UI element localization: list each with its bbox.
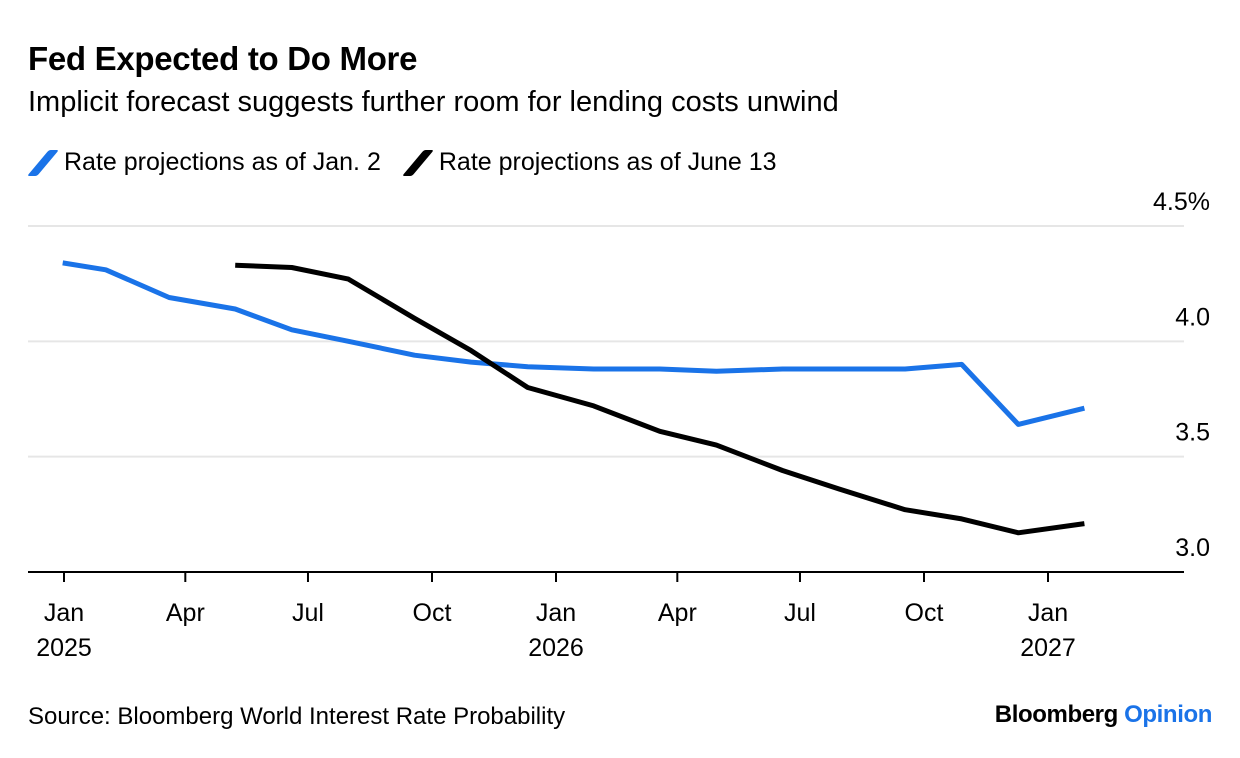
brand-logo: Bloomberg Opinion: [994, 701, 1213, 729]
x-tick-label: Jan: [44, 599, 84, 627]
series-line-june: [235, 262, 1085, 536]
brand-suffix: Opinion: [1124, 701, 1212, 728]
chart-title: Fed Expected to Do More: [28, 40, 418, 77]
y-tick-label: 3.5: [1175, 419, 1210, 447]
x-tick-label: Jul: [784, 599, 816, 627]
x-tick-year-label: 2025: [36, 634, 92, 662]
legend-label-june: Rate projections as of June 13: [438, 148, 777, 176]
series-line-jan: [62, 260, 1085, 427]
x-tick-label: Apr: [166, 599, 205, 627]
x-tick-label: Oct: [905, 599, 944, 627]
y-tick-label: 4.0: [1175, 303, 1210, 331]
chart-subtitle: Implicit forecast suggests further room …: [28, 86, 839, 118]
y-tick-label: 3.0: [1175, 534, 1210, 562]
brand-name: Bloomberg: [994, 701, 1118, 728]
x-tick-label: Jan: [536, 599, 576, 627]
x-tick-year-label: 2026: [528, 634, 584, 662]
x-tick-year-label: 2027: [1020, 634, 1076, 662]
x-tick-label: Oct: [413, 599, 452, 627]
legend: Rate projections as of Jan. 2 Rate proje…: [27, 148, 799, 177]
gridlines: [28, 225, 1184, 458]
x-axis: Jan 2025 Apr Jul Oct Jan 2026 Apr Jul Oct Jan 2027: [28, 571, 1184, 662]
x-tick-label: Apr: [658, 599, 697, 627]
legend-item-jan: Rate projections as of Jan. 2: [27, 148, 381, 177]
y-axis-labels: 4.5% 4.0 3.5 3.0: [1153, 188, 1210, 562]
legend-label-jan: Rate projections as of Jan. 2: [64, 148, 381, 176]
y-tick-label: 4.5%: [1153, 188, 1210, 216]
legend-item-june: Rate projections as of June 13: [401, 148, 777, 177]
x-tick-label: Jan: [1028, 599, 1068, 627]
source-note: Source: Bloomberg World Interest Rate Pr…: [28, 703, 566, 730]
series-lines: [62, 260, 1085, 536]
x-tick-label: Jul: [292, 599, 324, 627]
